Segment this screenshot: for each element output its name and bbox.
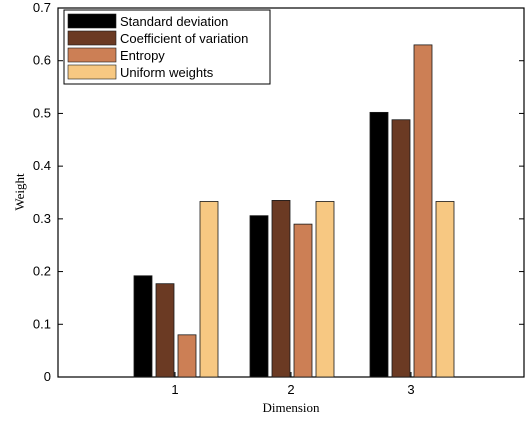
legend-label: Entropy bbox=[120, 48, 165, 63]
y-tick-label: 0.7 bbox=[33, 0, 51, 15]
bar-standard-deviation-dim-2 bbox=[249, 215, 269, 378]
x-tick-label: 3 bbox=[407, 382, 414, 397]
bar-uniform-weights-dim-3 bbox=[435, 201, 455, 378]
x-tick-label: 1 bbox=[171, 382, 178, 397]
y-tick-label: 0.2 bbox=[33, 264, 51, 279]
legend-swatch bbox=[67, 30, 117, 46]
bar-coefficient-of-variation-dim-3 bbox=[391, 119, 411, 378]
y-axis: 0 0.1 0.2 0.3 0.4 0.5 0.6 0.7 bbox=[33, 0, 524, 384]
y-tick-label: 0.3 bbox=[33, 211, 51, 226]
y-tick-label: 0.4 bbox=[33, 158, 51, 173]
legend-label: Coefficient of variation bbox=[120, 31, 248, 46]
legend-swatch bbox=[67, 64, 117, 80]
legend-label: Standard deviation bbox=[120, 14, 228, 29]
x-axis: 1 2 3 bbox=[171, 372, 415, 397]
y-tick-label: 0.1 bbox=[33, 316, 51, 331]
legend-label: Uniform weights bbox=[120, 65, 214, 80]
y-tick-label: 0.5 bbox=[33, 105, 51, 120]
bar-entropy-dim-1 bbox=[177, 334, 197, 378]
y-axis-label: Weight bbox=[12, 173, 27, 211]
y-tick-label: 0.6 bbox=[33, 53, 51, 68]
bar-uniform-weights-dim-2 bbox=[315, 201, 335, 378]
bar-entropy-dim-2 bbox=[293, 223, 313, 378]
bar-standard-deviation-dim-1 bbox=[133, 275, 153, 378]
x-tick-label: 2 bbox=[287, 382, 294, 397]
bars-group bbox=[133, 44, 455, 378]
legend-swatch bbox=[67, 13, 117, 29]
bar-coefficient-of-variation-dim-2 bbox=[271, 200, 291, 378]
x-axis-label: Dimension bbox=[262, 400, 320, 415]
bar-entropy-dim-3 bbox=[413, 44, 433, 378]
legend: Standard deviation Coefficient of variati… bbox=[63, 9, 271, 85]
bar-coefficient-of-variation-dim-1 bbox=[155, 283, 175, 378]
legend-swatch bbox=[67, 47, 117, 63]
y-tick-label: 0 bbox=[44, 369, 51, 384]
bar-uniform-weights-dim-1 bbox=[199, 201, 219, 378]
bar-standard-deviation-dim-3 bbox=[369, 111, 389, 378]
